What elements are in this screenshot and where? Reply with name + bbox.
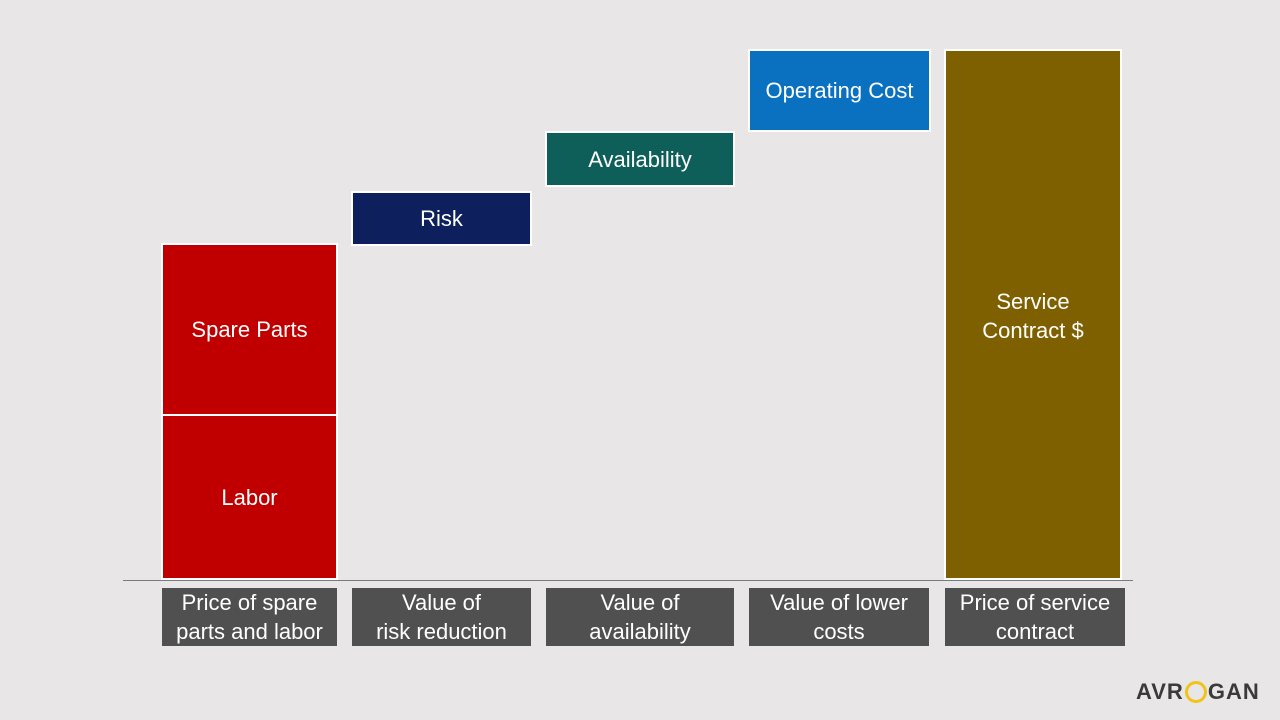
availability-block: Availability	[545, 131, 735, 187]
caption: Price of service contract	[945, 588, 1125, 646]
block-label: Operating Cost	[765, 78, 914, 103]
caption-line: costs	[813, 619, 865, 644]
block-label: Service	[996, 289, 1070, 314]
caption-line: Value of	[401, 590, 482, 615]
block-label: Risk	[420, 206, 463, 231]
caption: Value of risk reduction	[352, 588, 531, 646]
service-contract-block: Service Contract $	[944, 49, 1122, 580]
logo: AVR GAN	[1136, 677, 1260, 707]
caption-line: Price of service	[959, 590, 1111, 615]
caption-line: risk reduction	[376, 619, 507, 644]
block-label: Availability	[588, 146, 692, 172]
spare-parts-block: Spare Parts	[161, 243, 338, 416]
labor-block: Labor	[161, 414, 338, 580]
risk-block: Risk	[351, 191, 532, 246]
caption-line: Value of	[600, 590, 680, 615]
caption-line: Price of spare	[181, 590, 318, 615]
logo-ring	[1184, 681, 1207, 703]
caption-line: Value of lower	[770, 590, 908, 615]
block-label: Labor	[221, 484, 278, 510]
baseline	[123, 580, 1133, 581]
caption: Value of availability	[546, 588, 734, 646]
logo-text: AVR	[1136, 679, 1184, 704]
block-label: Contract $	[982, 318, 1084, 343]
caption: Price of spare parts and labor	[162, 588, 337, 646]
operating-cost-block: Operating Cost	[748, 49, 931, 132]
block-label: Spare Parts	[191, 317, 308, 342]
logo-text: GAN	[1207, 679, 1260, 704]
caption: Value of lower costs	[749, 588, 929, 646]
caption-line: availability	[589, 619, 691, 644]
caption-line: contract	[995, 619, 1075, 644]
caption-line: parts and labor	[176, 619, 323, 644]
